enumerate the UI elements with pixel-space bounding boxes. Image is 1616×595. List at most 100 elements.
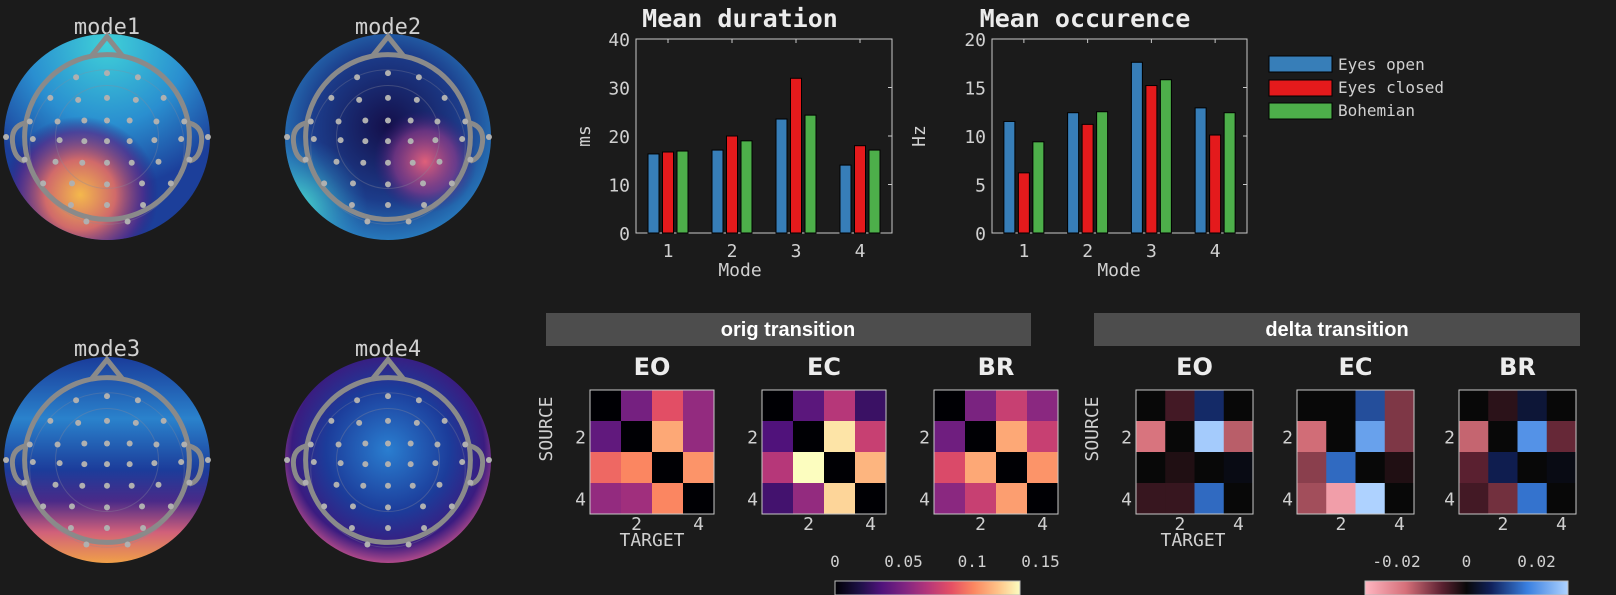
heatmap-cell bbox=[1517, 390, 1548, 422]
electrode-dot bbox=[79, 482, 86, 489]
heatmap-cell bbox=[1297, 452, 1327, 484]
left-ear-icon bbox=[9, 443, 26, 487]
electrode-dot bbox=[448, 180, 455, 187]
panel-header-delta bbox=[1094, 313, 1580, 346]
heatmap-cell bbox=[1027, 421, 1059, 453]
head-outline bbox=[22, 52, 192, 222]
electrode-dot bbox=[362, 440, 369, 447]
heatmap-cell bbox=[824, 390, 856, 422]
colorbar-tick-label: 0.05 bbox=[884, 552, 923, 571]
electrode-dot bbox=[485, 134, 492, 140]
heatmap-cell bbox=[1355, 390, 1386, 422]
heatmap-cell bbox=[1384, 421, 1415, 453]
electrode-dot bbox=[140, 524, 147, 531]
electrode-dot bbox=[128, 159, 135, 166]
bar-chart-1: 1 2 3 4 0 5 10 15 20 bbox=[964, 30, 1248, 262]
x-tick-label: 4 bbox=[855, 241, 866, 262]
electrode-dot bbox=[140, 201, 147, 208]
legend-label: Eyes open bbox=[1338, 55, 1425, 74]
head-outline bbox=[303, 375, 473, 545]
electrode-dot bbox=[441, 94, 448, 101]
y-tick-label: 0 bbox=[619, 224, 630, 245]
heatmap-cell bbox=[1194, 421, 1225, 453]
legend-label: Bohemian bbox=[1338, 101, 1415, 120]
plot-area bbox=[761, 389, 887, 515]
heatmap-cell bbox=[652, 390, 684, 422]
bar bbox=[711, 149, 724, 234]
electrode-dot bbox=[337, 137, 344, 144]
colorbar-orig bbox=[834, 580, 1021, 595]
heatmap-cell bbox=[1517, 421, 1548, 453]
heatmap-cell bbox=[1384, 390, 1415, 422]
colorbar-tick-label: 0 bbox=[830, 552, 840, 571]
electrode-dot bbox=[204, 134, 211, 140]
electrode-dot bbox=[354, 397, 361, 404]
heatmap-cell bbox=[1459, 390, 1489, 422]
electrode-dot bbox=[132, 96, 139, 103]
electrode-dot bbox=[335, 118, 342, 125]
electrode-dot bbox=[413, 96, 420, 103]
heatmap-cell bbox=[1459, 483, 1489, 515]
y-tick-label: 20 bbox=[964, 30, 986, 51]
heatmap-cell bbox=[590, 390, 622, 422]
x-tick-label: 2 bbox=[727, 241, 738, 262]
electrode-dot bbox=[436, 481, 443, 488]
electrode-dot bbox=[52, 158, 59, 165]
topomap-field bbox=[285, 34, 491, 240]
y-tick-label: 2 bbox=[1121, 428, 1132, 449]
heatmap-cell bbox=[1136, 452, 1166, 484]
electrode-dot bbox=[420, 180, 427, 187]
electrode-dot bbox=[54, 118, 61, 125]
plot-area bbox=[1458, 389, 1577, 515]
heatmap-cell bbox=[855, 421, 887, 453]
heatmap-eo: EO 2 2 4 4 bbox=[575, 353, 715, 535]
heatmap-cell bbox=[1297, 390, 1327, 422]
y-tick-label: 15 bbox=[964, 79, 986, 100]
electrode-dot bbox=[284, 457, 291, 463]
electrode-dot bbox=[81, 461, 88, 468]
bar bbox=[790, 77, 802, 234]
electrode-dot bbox=[407, 461, 414, 468]
y-tick-label: 2 bbox=[1444, 428, 1455, 449]
electrode-dot bbox=[434, 118, 441, 125]
electrode-dot bbox=[421, 201, 428, 208]
legend-label: Eyes closed bbox=[1338, 78, 1444, 97]
heatmap-cell bbox=[1027, 390, 1059, 422]
x-tick-label: 2 bbox=[1082, 241, 1093, 262]
electrode-dot bbox=[3, 134, 10, 140]
electrode-dot bbox=[178, 459, 185, 466]
electrode-dot bbox=[104, 524, 110, 531]
electrode-dot bbox=[360, 482, 367, 489]
panel-title: delta transition bbox=[1265, 319, 1408, 341]
heatmap-cell bbox=[1223, 452, 1254, 484]
heatmap-cell bbox=[590, 421, 622, 453]
plot-area bbox=[1296, 389, 1415, 515]
electrode-dot bbox=[349, 503, 356, 510]
heatmap-cell bbox=[1488, 390, 1518, 422]
heatmap-cell bbox=[1355, 483, 1386, 515]
electrode-dot bbox=[139, 503, 146, 510]
electrode-dot bbox=[385, 524, 391, 531]
heatmap-title: EO bbox=[634, 353, 671, 381]
plot-area bbox=[933, 389, 1059, 515]
y-tick-label: 10 bbox=[964, 127, 986, 148]
heatmap-cell bbox=[1326, 421, 1356, 453]
right-ear-icon bbox=[188, 443, 205, 487]
y-axis-label: Hz bbox=[909, 125, 930, 147]
heatmap-cell bbox=[934, 452, 966, 484]
electrode-dot bbox=[407, 138, 414, 145]
heatmap-cell bbox=[996, 452, 1028, 484]
x-tick-label: 4 bbox=[865, 514, 876, 535]
heatmap-ec: EC 2 2 4 4 bbox=[747, 353, 887, 535]
x-axis-label: TARGET bbox=[619, 530, 684, 551]
electrode-dot bbox=[132, 419, 139, 426]
bar bbox=[740, 140, 753, 234]
electrode-dot bbox=[409, 482, 416, 489]
electrode-dot bbox=[104, 94, 110, 101]
x-tick-label: 1 bbox=[1018, 241, 1029, 262]
topomap-mode4 bbox=[284, 355, 492, 563]
y-tick-label: 2 bbox=[1282, 428, 1293, 449]
electrode-dot bbox=[26, 118, 33, 125]
left-ear-icon bbox=[290, 443, 307, 487]
y-tick-label: 20 bbox=[608, 127, 630, 148]
